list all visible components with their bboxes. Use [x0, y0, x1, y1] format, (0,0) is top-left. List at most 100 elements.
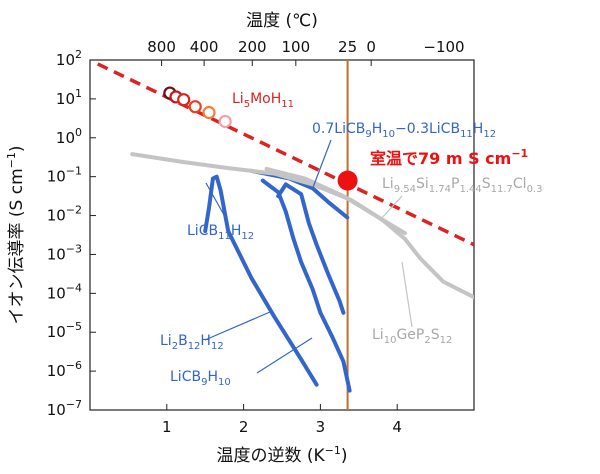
series-label-4-part-3: 10 [218, 377, 231, 388]
series-label-1-part-2: H [372, 121, 383, 137]
series-label-3-part-5: 12 [211, 341, 224, 352]
top-tick-label-0: 800 [147, 38, 176, 56]
series-label-5-part-7: 11.7 [491, 184, 513, 195]
series-label-6-part-3: 2 [424, 335, 430, 346]
series-label-5-part-1: 9.54 [394, 184, 416, 195]
series-label-2: LiCB11H12 [187, 223, 254, 242]
y-axis-title-close: ) [7, 146, 27, 153]
series-label-3-part-0: Li [160, 333, 172, 349]
li5moh11-marker-4 [202, 105, 216, 120]
series-layer [96, 60, 474, 410]
top-tick-label-4: 25 [338, 38, 357, 56]
series-leader-2 [205, 182, 229, 223]
series-label-3-part-4: H [200, 333, 211, 349]
series-line-2 [203, 174, 319, 387]
series-label-5: Li9.54Si1.74P1.44S11.7Cl0.3 [382, 176, 542, 195]
y-tick-label-0: 100 [56, 126, 82, 147]
y-axis-title-text: イオン伝導率 (S cm [7, 168, 27, 324]
series-label-4-part-0: LiCB [170, 369, 201, 385]
y-tick-base: 10 [56, 129, 75, 147]
series-label-2-part-3: 12 [241, 231, 254, 242]
series-label-1-part-0: 0.7LiCB [312, 121, 365, 137]
y-tick-base: 10 [47, 245, 66, 263]
x-tick-label-1: 1 [162, 418, 172, 436]
series-label-3-part-3: 12 [188, 341, 201, 352]
series-label-1-part-4: −0.3LiCB [395, 121, 460, 137]
series-label-3: Li2B12H12 [160, 333, 224, 352]
x-tick-label-2: 2 [239, 418, 249, 436]
series-label-5-part-9: 0.3 [527, 184, 543, 195]
y-tick-exponent: −3 [66, 242, 82, 255]
series-label-5-part-0: Li [382, 176, 394, 192]
room-temperature-point [337, 170, 358, 191]
y-tick-label--4: 10−4 [47, 281, 82, 302]
y-tick-exponent: −7 [66, 398, 82, 411]
tick-marks: 1 2 3 410210110010−110−210−310−410−510−610−… [47, 38, 465, 436]
top-tick-label-3: 100 [282, 38, 311, 56]
y-tick-exponent: 2 [75, 48, 82, 61]
y-tick-exponent: −2 [66, 204, 82, 217]
series-line-4 [260, 178, 352, 393]
series-label-5-part-2: Si [416, 176, 429, 192]
series-label-5-part-6: S [482, 176, 491, 192]
series-label-1-part-7: 12 [483, 129, 496, 140]
x-axis-title-sup: −1 [325, 444, 341, 457]
series-leader-1 [311, 139, 332, 191]
x-axis-title: 温度の逆数 (K−1) [216, 444, 347, 466]
series-label-0-part-0: Li [232, 91, 244, 107]
top-axis-title: 温度 (℃) [246, 11, 318, 31]
series-label-3-part-2: B [178, 333, 188, 349]
series-label-1: 0.7LiCB9H10−0.3LiCB11H12 [312, 121, 496, 140]
y-tick-exponent: 0 [75, 126, 82, 139]
y-tick-label-2: 102 [56, 48, 82, 69]
y-tick-label--2: 10−2 [47, 204, 82, 225]
y-tick-label--5: 10−5 [47, 320, 82, 341]
series-line-3 [276, 182, 346, 315]
series-label-1-part-6: H [473, 121, 484, 137]
y-tick-base: 10 [47, 323, 66, 341]
y-tick-label--3: 10−3 [47, 242, 82, 263]
y-tick-exponent: −4 [66, 281, 82, 294]
plot-frame [89, 59, 475, 411]
x-tick-label-3: 3 [316, 418, 326, 436]
y-tick-base: 10 [47, 401, 66, 419]
series-label-4-part-1: 9 [201, 377, 207, 388]
series-label-6-part-2: GeP [396, 327, 424, 343]
label-layer: Li5MoH110.7LiCB9H10−0.3LiCB11H12LiCB11H1… [160, 91, 542, 388]
x-axis-title-close: ) [341, 446, 348, 466]
series-label-6-part-0: Li [372, 327, 384, 343]
y-tick-exponent: −1 [66, 165, 82, 178]
series-label-3-part-1: 2 [172, 341, 178, 352]
y-axis-title: イオン伝導率 (S cm−1) [5, 146, 27, 325]
y-tick-exponent: −5 [66, 320, 82, 333]
series-label-1-part-5: 11 [460, 129, 473, 140]
series-label-1-part-1: 9 [365, 129, 371, 140]
room-temperature-label-text: 室温で79 m S cm [370, 149, 511, 168]
top-tick-label-6: −100 [423, 38, 464, 56]
y-tick-label--1: 10−1 [47, 165, 82, 186]
room-temperature-label: 室温で79 m S cm−1 [370, 147, 528, 168]
top-tick-label-5: 0 [366, 38, 376, 56]
y-tick-exponent: 1 [75, 87, 82, 100]
series-line-6 [264, 166, 474, 300]
series-line-0 [96, 62, 474, 247]
series-label-5-part-3: 1.74 [429, 184, 451, 195]
y-tick-base: 10 [47, 207, 66, 225]
y-tick-base: 10 [47, 284, 66, 302]
series-label-2-part-2: H [231, 223, 242, 239]
y-tick-exponent: −6 [66, 359, 82, 372]
li5moh11-marker-2 [177, 93, 191, 107]
series-label-5-part-5: 1.44 [459, 184, 481, 195]
y-tick-base: 10 [56, 51, 75, 69]
top-tick-label-2: 200 [238, 38, 267, 56]
series-label-4-part-2: H [207, 369, 218, 385]
series-label-6-part-1: 10 [384, 335, 397, 346]
series-label-5-part-8: Cl [513, 176, 527, 192]
series-leader-6 [401, 261, 413, 328]
y-tick-base: 10 [47, 168, 66, 186]
series-label-4: LiCB9H10 [170, 369, 231, 388]
y-tick-label--7: 10−7 [47, 398, 82, 419]
series-label-2-part-1: 11 [218, 231, 231, 242]
series-leader-5 [379, 195, 403, 221]
